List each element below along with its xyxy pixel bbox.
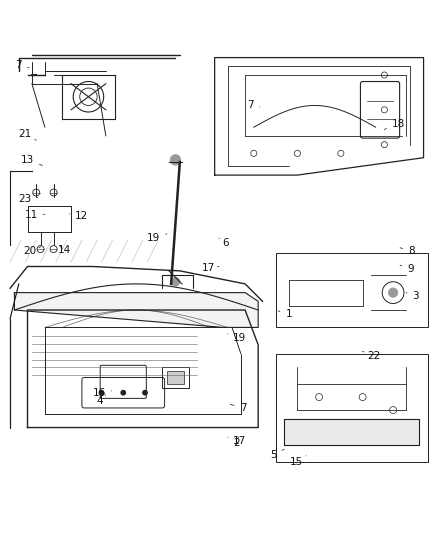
Circle shape [389,288,397,297]
Text: 5: 5 [270,449,284,459]
Text: 9: 9 [400,264,414,273]
Text: 12: 12 [69,212,88,221]
Text: 23: 23 [19,194,38,204]
Text: 17: 17 [233,435,247,446]
Text: 13: 13 [21,155,42,165]
Circle shape [143,391,147,395]
Text: 7: 7 [15,60,29,70]
Text: 7: 7 [230,403,246,413]
Circle shape [121,391,125,395]
Text: 1: 1 [278,309,292,319]
Bar [167,371,184,384]
Bar [162,367,188,389]
Circle shape [170,155,181,165]
Text: 14: 14 [58,245,71,255]
Text: 6: 6 [219,238,229,247]
Circle shape [99,391,104,395]
Text: 15: 15 [290,456,306,467]
Polygon shape [14,293,258,327]
Text: 19: 19 [228,333,247,343]
Bar [276,254,428,327]
Text: 22: 22 [363,351,380,361]
Text: 11: 11 [25,210,45,220]
Text: 20: 20 [23,246,41,256]
Text: 18: 18 [385,119,405,130]
Bar [276,353,428,462]
Text: 2: 2 [228,437,240,448]
Text: 7: 7 [247,100,260,110]
Text: 17: 17 [201,263,219,273]
Text: 19: 19 [147,233,167,243]
Text: 3: 3 [406,291,419,301]
Circle shape [171,277,180,286]
Text: 8: 8 [400,246,415,256]
Polygon shape [284,419,419,445]
Text: 4: 4 [96,395,106,407]
Text: 16: 16 [93,387,112,398]
Text: 21: 21 [19,129,36,140]
